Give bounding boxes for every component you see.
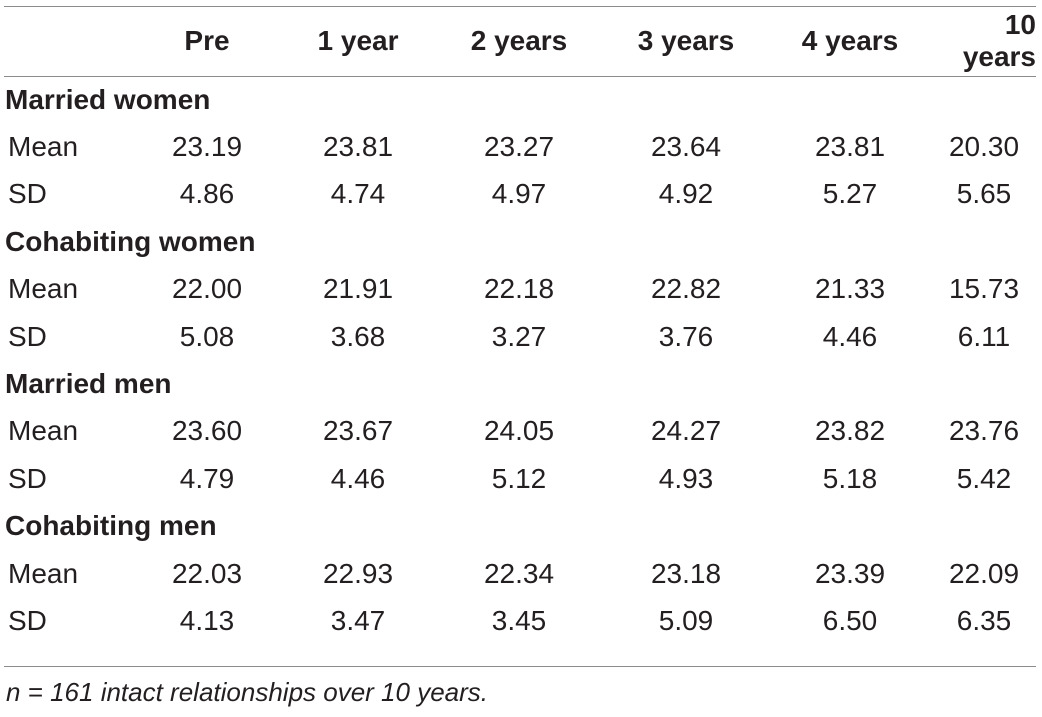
table-cell: 3.47 (330, 604, 386, 636)
stat-label: SD (8, 604, 47, 636)
table-cell: 3.45 (491, 604, 547, 636)
table-body: Married women Mean 23.19 23.81 23.27 23.… (4, 76, 1036, 645)
table-cell: 4.74 (330, 178, 386, 210)
table-cell: 4.13 (179, 604, 235, 636)
table-cell: 24.27 (650, 415, 722, 447)
table-cell: 23.39 (814, 557, 886, 589)
stat-label: Mean (8, 415, 79, 447)
group-row: Married men (4, 360, 1036, 407)
group-row: Cohabiting men (4, 503, 1036, 550)
table-cell: 22.03 (171, 557, 243, 589)
table-row: Mean 22.00 21.91 22.18 22.82 21.33 15.73 (4, 266, 1036, 313)
table-cell: 22.34 (483, 557, 555, 589)
table-cell: 23.27 (483, 131, 555, 163)
table-cell: 4.86 (179, 178, 235, 210)
table-row: Mean 23.60 23.67 24.05 24.27 23.82 23.76 (4, 408, 1036, 455)
table-row: Mean 22.03 22.93 22.34 23.18 23.39 22.09 (4, 550, 1036, 597)
table-cell: 20.30 (948, 131, 1020, 163)
table-cell: 4.46 (330, 462, 386, 494)
table-cell: 5.12 (491, 462, 547, 494)
table-cell: 23.60 (171, 415, 243, 447)
table-bottom-rule (4, 666, 1036, 667)
stat-label: SD (8, 178, 47, 210)
table-cell: 5.27 (822, 178, 878, 210)
table-header-rule (4, 76, 1036, 77)
table-cell: 5.09 (658, 604, 714, 636)
table-cell: 23.67 (322, 415, 394, 447)
table-cell: 23.82 (814, 415, 886, 447)
stat-label: Mean (8, 557, 79, 589)
table-cell: 5.18 (822, 462, 878, 494)
header-cell-4-years: 4 years (801, 25, 899, 56)
table-row: Mean 23.19 23.81 23.27 23.64 23.81 20.30 (4, 123, 1036, 170)
table-cell: 4.93 (658, 462, 714, 494)
table-cell: 21.33 (814, 273, 886, 305)
table-cell: 4.79 (179, 462, 235, 494)
table-cell: 23.19 (171, 131, 243, 163)
table-row: SD 4.13 3.47 3.45 5.09 6.50 6.35 (4, 597, 1036, 644)
table-cell: 6.11 (957, 320, 1011, 352)
group-label: Married women (5, 83, 211, 115)
header-cell-3-years: 3 years (637, 25, 735, 56)
table-cell: 3.27 (491, 320, 547, 352)
table-cell: 5.42 (956, 462, 1012, 494)
stat-label: SD (8, 320, 47, 352)
table-cell: 5.65 (956, 178, 1012, 210)
table-cell: 4.46 (822, 320, 878, 352)
table-cell: 23.81 (814, 131, 886, 163)
header-row: Pre 1 year 2 years 3 years 4 years 10 ye… (4, 6, 1036, 76)
table-cell: 4.97 (491, 178, 547, 210)
header-cell-1-year: 1 year (317, 25, 399, 56)
table-row: SD 4.86 4.74 4.97 4.92 5.27 5.65 (4, 171, 1036, 218)
table-cell: 23.76 (948, 415, 1020, 447)
table-top-rule (4, 6, 1036, 7)
table-cell: 21.91 (322, 273, 394, 305)
header-cell-10-years: 10 years (962, 9, 1036, 72)
stat-label: Mean (8, 131, 79, 163)
table-cell: 6.35 (956, 604, 1012, 636)
table-cell: 3.76 (658, 320, 714, 352)
table-cell: 22.09 (948, 557, 1020, 589)
table-cell: 24.05 (483, 415, 555, 447)
header-cell-pre: Pre (184, 25, 230, 56)
table-row: SD 5.08 3.68 3.27 3.76 4.46 6.11 (4, 313, 1036, 360)
table-cell: 22.00 (171, 273, 243, 305)
table-footnote: n = 161 intact relationships over 10 yea… (6, 677, 489, 707)
table-cell: 22.82 (650, 273, 722, 305)
table-cell: 3.68 (330, 320, 386, 352)
header-cell-stub (4, 6, 132, 76)
table-cell: 22.93 (322, 557, 394, 589)
table-cell: 15.73 (948, 273, 1020, 305)
stat-label: SD (8, 462, 47, 494)
table-cell: 6.50 (822, 604, 878, 636)
data-table: Pre 1 year 2 years 3 years 4 years 10 ye… (4, 6, 1036, 645)
group-label: Cohabiting men (5, 510, 217, 542)
group-row: Married women (4, 76, 1036, 123)
table-row: SD 4.79 4.46 5.12 4.93 5.18 5.42 (4, 455, 1036, 502)
table-cell: 23.18 (650, 557, 722, 589)
table-cell: 23.64 (650, 131, 722, 163)
stat-label: Mean (8, 273, 79, 305)
group-label: Married men (5, 368, 172, 400)
header-cell-2-years: 2 years (470, 25, 568, 56)
table-cell: 5.08 (179, 320, 235, 352)
table-cell: 4.92 (658, 178, 714, 210)
table-cell: 22.18 (483, 273, 555, 305)
table-cell: 23.81 (322, 131, 394, 163)
group-label: Cohabiting women (5, 225, 256, 257)
group-row: Cohabiting women (4, 218, 1036, 265)
table-header: Pre 1 year 2 years 3 years 4 years 10 ye… (4, 6, 1036, 76)
